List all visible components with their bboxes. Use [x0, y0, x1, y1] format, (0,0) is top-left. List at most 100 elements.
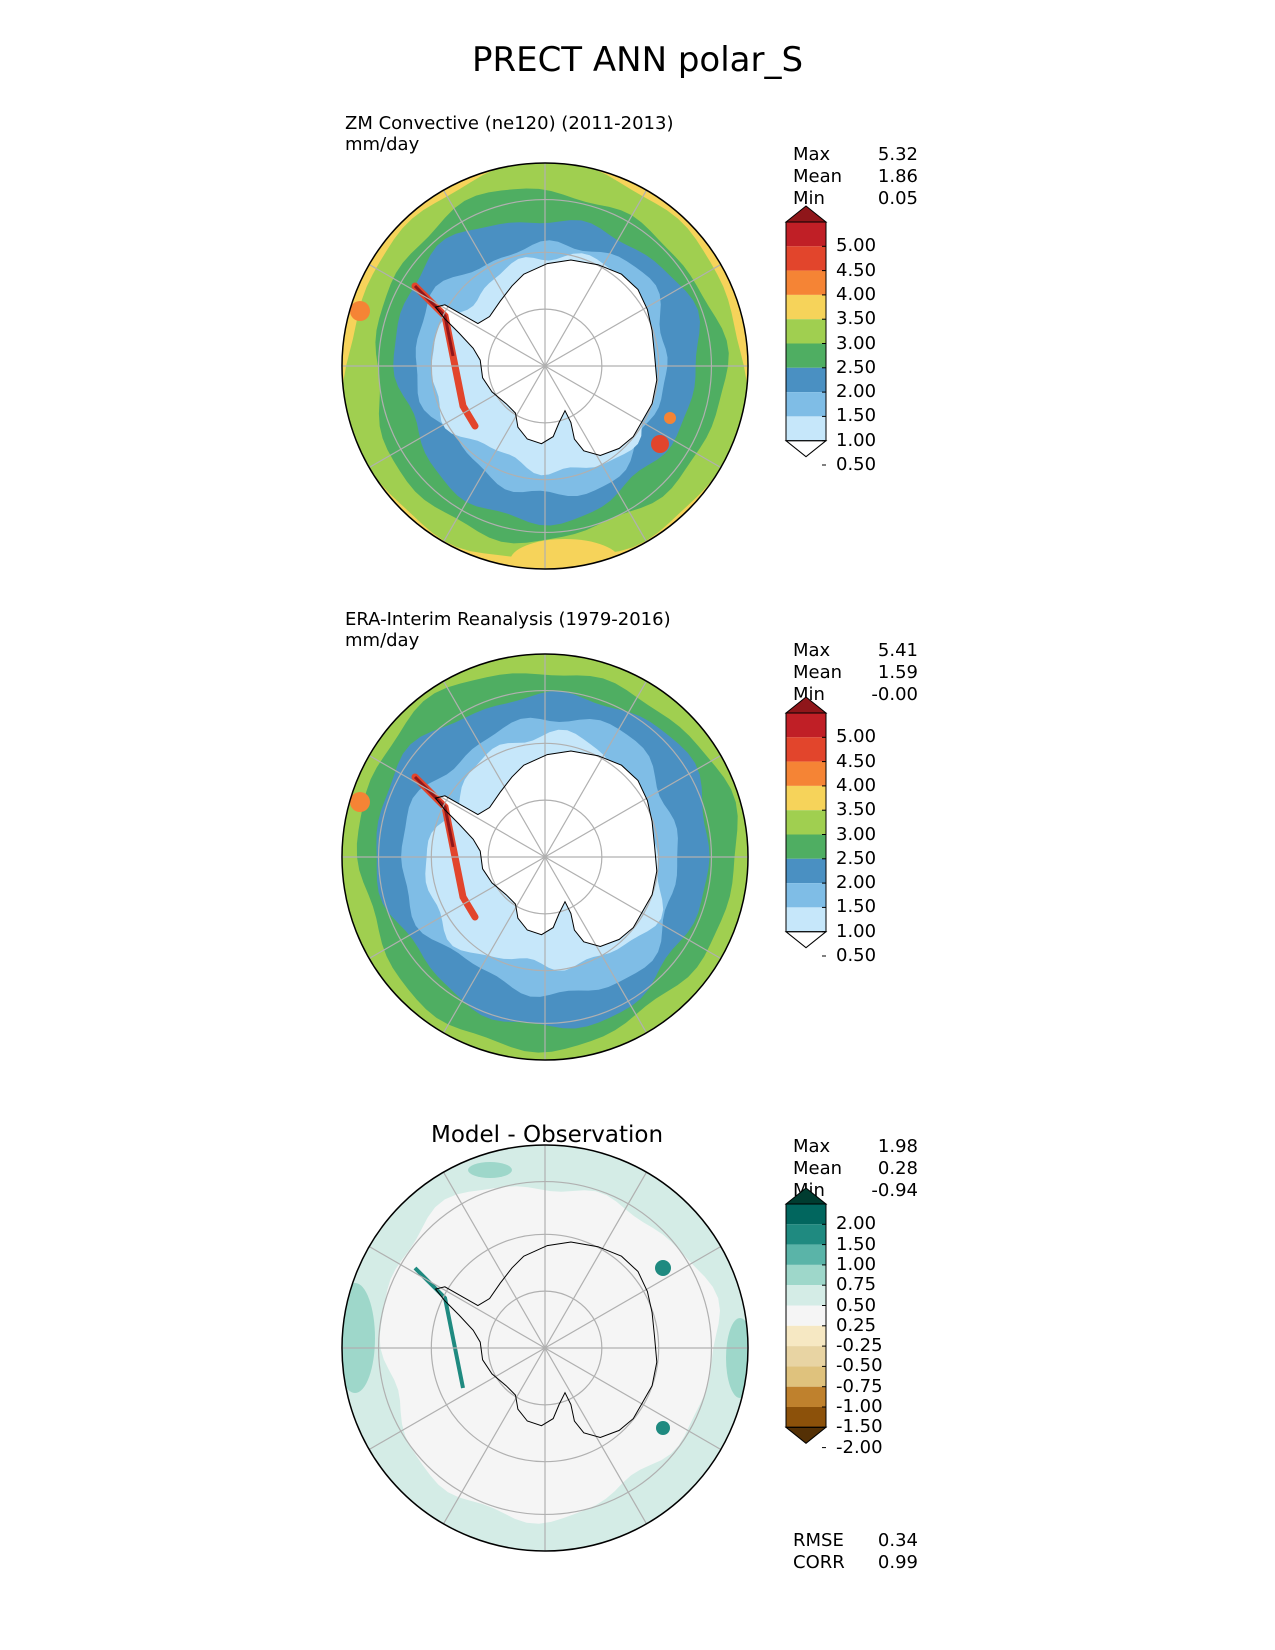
map-fill: [342, 654, 748, 1060]
diff-patch: [726, 1318, 748, 1398]
polar-map-test: [341, 162, 749, 570]
colorbar-tick-label: -0.75: [836, 1375, 883, 1397]
colorbar-tick-label: 2.50: [836, 356, 877, 378]
panel-reference-stats: Max 5.41 Mean 1.59 Min -0.00: [793, 640, 918, 706]
colorbar-segment: [786, 834, 826, 859]
colorbar-segment: [786, 1244, 826, 1265]
colorbar-frame: [785, 1203, 827, 1428]
stat-mean: Mean 1.86: [793, 166, 918, 187]
peninsula-band: [413, 775, 455, 848]
colorbar-tick-label: -0.50: [836, 1355, 883, 1377]
colorbar-frame: [785, 712, 827, 933]
colorbar-tick-label: 4.00: [836, 283, 877, 305]
high-precip-patch: [350, 301, 370, 321]
colorbar-segment: [786, 737, 826, 762]
polar-map-difference: [341, 1144, 749, 1552]
stat-max: Max 5.41: [793, 640, 918, 661]
colorbar-tick-label: -0.25: [836, 1335, 883, 1357]
colorbar-segment: [786, 294, 826, 320]
coastline: [434, 259, 658, 457]
high-precip-patch: [510, 539, 620, 569]
colorbar-segment: [786, 1386, 826, 1407]
colorbar-tick-label: 1.50: [836, 896, 877, 918]
antarctica-fill: [435, 260, 657, 456]
diff-patch: [656, 1421, 670, 1435]
colorbar-frame: [785, 221, 827, 442]
colorbar-tick-label: 0.50: [836, 1294, 877, 1316]
map-boundary: [341, 1144, 749, 1552]
colorbar-extend-max: [784, 205, 828, 223]
colorbar-segment: [786, 222, 826, 247]
colorbar-segment: [786, 1264, 826, 1286]
colorbar-extend-min: [784, 440, 828, 458]
panel-test-title-line1: ZM Convective (ne120) (2011-2013): [345, 113, 674, 134]
colorbar-tick-label: 4.50: [836, 750, 877, 772]
colorbar-segment: [786, 785, 826, 811]
colorbar-segment: [786, 907, 826, 932]
colorbar-reference: [784, 696, 828, 957]
colorbar-tick-label: 4.00: [836, 774, 877, 796]
colorbar-tick-label: 0.50: [836, 454, 877, 475]
stat-mean: Mean 0.28: [793, 1158, 918, 1179]
meridian-gridline: [442, 680, 648, 1034]
colorbar-extend-min: [784, 931, 828, 949]
colorbar-tick-label: 3.50: [836, 308, 877, 330]
panel-test-stats: Max 5.32 Mean 1.86 Min 0.05: [793, 144, 918, 210]
colorbar-tick-label: 1.00: [836, 1253, 877, 1275]
colorbar-tick-label: 2.00: [836, 381, 877, 403]
colorbar-segment: [786, 392, 826, 417]
colorbar-segment: [786, 1407, 826, 1428]
coastline: [434, 750, 658, 948]
panel-reference-title: ERA-Interim Reanalysis (1979-2016) mm/da…: [345, 609, 671, 651]
colorbar-tick-label: 2.50: [836, 847, 877, 869]
colorbar-tick-label: 5.00: [836, 235, 877, 257]
colorbar-segment: [786, 367, 826, 393]
colorbar-segment: [786, 270, 826, 295]
metric-corr: CORR 0.99: [793, 1552, 918, 1573]
colorbar-segment: [786, 713, 826, 738]
colorbar-segment: [786, 343, 826, 368]
colorbar-segment: [786, 883, 826, 908]
map-boundary: [341, 162, 749, 570]
colorbar-tick-label: -2.00: [836, 1436, 883, 1458]
colorbar-tick-label: 1.50: [836, 405, 877, 427]
peninsula-band: [413, 284, 455, 357]
colorbar-segment: [786, 761, 826, 786]
stat-mean: Mean 1.59: [793, 662, 918, 683]
colorbar-test: [784, 205, 828, 466]
colorbar-tick-label: -1.00: [836, 1396, 883, 1417]
diff-patch: [468, 1162, 512, 1178]
colorbar-difference: [784, 1187, 828, 1449]
metric-rmse: RMSE 0.34: [793, 1530, 918, 1551]
panel-difference-title: Model - Observation: [431, 1122, 664, 1148]
panel-test-title: ZM Convective (ne120) (2011-2013) mm/day: [345, 113, 673, 155]
high-precip-patch: [350, 792, 370, 812]
stat-max: Max 1.98: [793, 1136, 918, 1157]
colorbar-segment: [786, 416, 826, 441]
panel-reference-title-line1: ERA-Interim Reanalysis (1979-2016): [345, 609, 671, 630]
polar-map-reference: [341, 653, 749, 1061]
stat-min: Min 0.05: [793, 188, 918, 209]
colorbar-segment: [786, 1366, 826, 1387]
colorbar-extend-min: [784, 1426, 828, 1444]
colorbar-extend-max: [784, 696, 828, 714]
colorbar-segment: [786, 1346, 826, 1367]
colorbar-segment: [786, 1204, 826, 1225]
colorbar-tick-label: 2.00: [836, 1213, 877, 1235]
diff-contour: [379, 1186, 720, 1524]
panel-test-units: mm/day: [345, 134, 420, 155]
map-fill: [342, 163, 748, 569]
colorbar-tick-label: 0.75: [836, 1274, 877, 1296]
antarctica-fill: [435, 751, 657, 947]
colorbar-tick-label: 1.00: [836, 429, 877, 451]
stat-min: Min -0.00: [793, 684, 918, 705]
colorbar-tick-label: 1.00: [836, 920, 877, 942]
colorbar-tick-label: 3.50: [836, 799, 877, 821]
colorbar-tick-label: 3.00: [836, 823, 877, 845]
meridian-gridline: [442, 189, 648, 543]
map-fill: [342, 1145, 748, 1551]
diff-patch: [655, 1260, 671, 1276]
colorbar-segment: [786, 246, 826, 271]
